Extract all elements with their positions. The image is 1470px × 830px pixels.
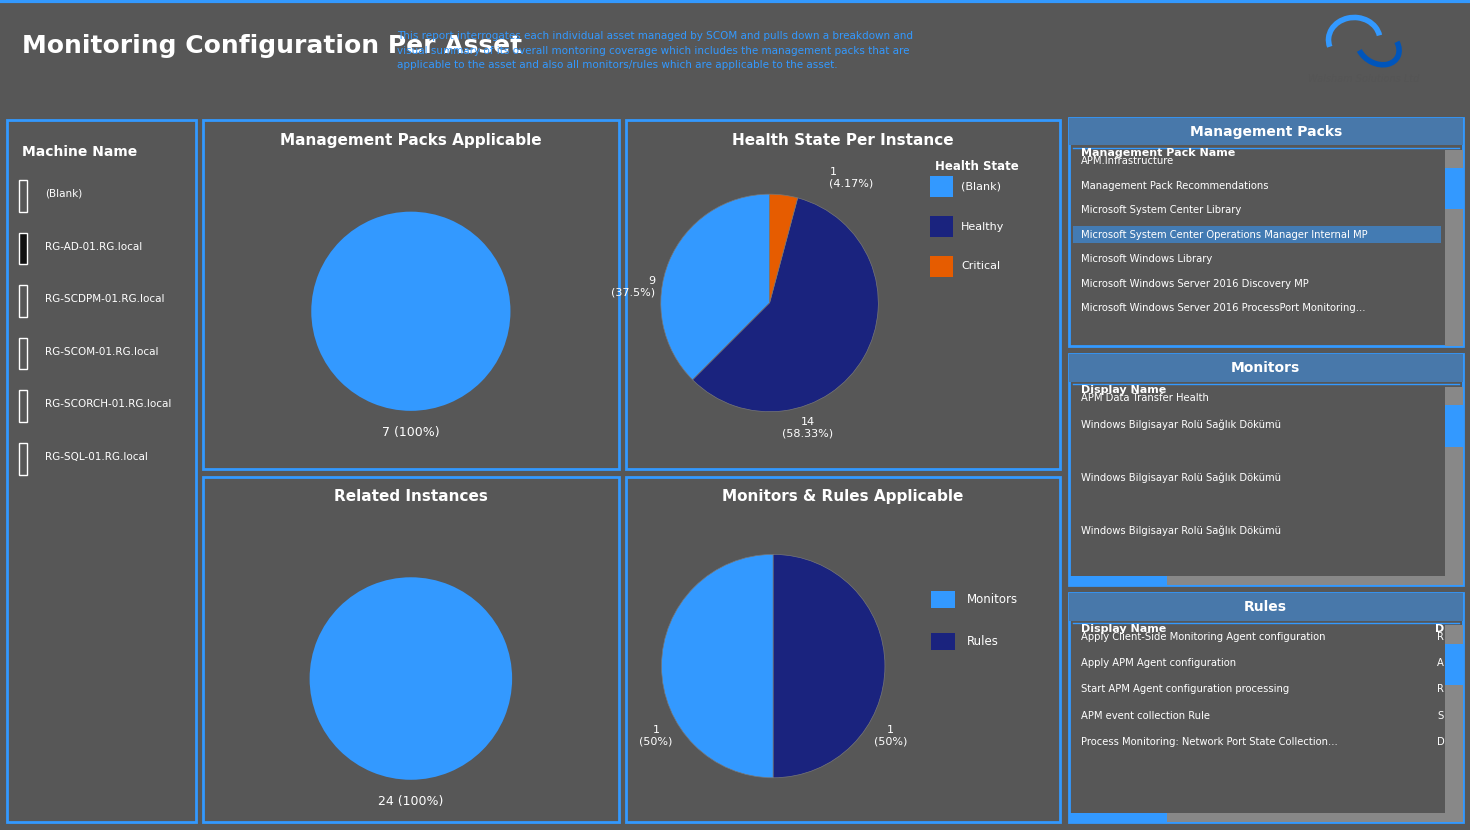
Text: Rules: Rules — [967, 635, 1000, 648]
Text: Monitors & Rules Applicable: Monitors & Rules Applicable — [722, 490, 964, 505]
Text: Windows Bilgisayar Rolü Sağlık Dökümü: Windows Bilgisayar Rolü Sağlık Dökümü — [1080, 419, 1280, 430]
Text: S: S — [1438, 710, 1444, 720]
Text: Display Name: Display Name — [1080, 385, 1166, 395]
Text: RG-SCORCH-01.RG.local: RG-SCORCH-01.RG.local — [46, 399, 172, 409]
Text: A: A — [1438, 658, 1444, 668]
Text: Monitors: Monitors — [1230, 361, 1301, 375]
FancyBboxPatch shape — [1445, 149, 1463, 346]
Text: Management Pack Name: Management Pack Name — [1080, 149, 1235, 159]
Wedge shape — [662, 554, 773, 778]
Text: Microsoft Windows Library: Microsoft Windows Library — [1080, 254, 1211, 265]
Text: 1
(50%): 1 (50%) — [639, 725, 673, 746]
Wedge shape — [773, 554, 885, 778]
Wedge shape — [770, 194, 798, 303]
Text: Start APM Agent configuration processing: Start APM Agent configuration processing — [1080, 684, 1289, 695]
FancyBboxPatch shape — [1069, 593, 1463, 621]
FancyBboxPatch shape — [1069, 118, 1463, 145]
FancyBboxPatch shape — [1069, 576, 1445, 585]
Text: Microsoft System Center Operations Manager Internal MP: Microsoft System Center Operations Manag… — [1080, 230, 1367, 240]
Text: Related Instances: Related Instances — [334, 490, 488, 505]
Text: Health State Per Instance: Health State Per Instance — [732, 133, 954, 148]
Text: Rules: Rules — [1244, 600, 1288, 614]
Text: R: R — [1438, 684, 1444, 695]
FancyBboxPatch shape — [1069, 813, 1445, 822]
Text: Display Name: Display Name — [1080, 624, 1166, 634]
Text: Process Monitoring: Network Port State Collection...: Process Monitoring: Network Port State C… — [1080, 737, 1338, 747]
FancyBboxPatch shape — [1073, 226, 1441, 243]
FancyBboxPatch shape — [1069, 354, 1463, 382]
FancyBboxPatch shape — [1069, 813, 1167, 822]
Text: 1
(4.17%): 1 (4.17%) — [829, 167, 873, 188]
Text: Microsoft Windows Server 2016 ProcessPort Monitoring...: Microsoft Windows Server 2016 ProcessPor… — [1080, 304, 1366, 314]
Text: Management Pack Recommendations: Management Pack Recommendations — [1080, 181, 1269, 191]
Text: (Blank): (Blank) — [961, 182, 1001, 192]
FancyBboxPatch shape — [19, 232, 26, 264]
Text: Health State: Health State — [935, 160, 1019, 173]
Text: D: D — [1438, 737, 1445, 747]
Text: Monitors: Monitors — [967, 593, 1019, 606]
Text: Windows Bilgisayar Rolü Sağlık Dökümü: Windows Bilgisayar Rolü Sağlık Dökümü — [1080, 525, 1280, 536]
Text: RG-AD-01.RG.local: RG-AD-01.RG.local — [46, 242, 143, 251]
FancyBboxPatch shape — [1445, 626, 1463, 822]
Text: This report interrogates each individual asset managed by SCOM and pulls down a : This report interrogates each individual… — [397, 31, 913, 71]
Text: 14
(58.33%): 14 (58.33%) — [782, 417, 833, 439]
Text: Management Packs Applicable: Management Packs Applicable — [281, 133, 541, 148]
Text: Microsoft System Center Library: Microsoft System Center Library — [1080, 205, 1241, 215]
Text: APM.Infrastructure: APM.Infrastructure — [1080, 156, 1173, 166]
Text: APM Data Transfer Health: APM Data Transfer Health — [1080, 393, 1208, 403]
FancyBboxPatch shape — [931, 256, 953, 277]
FancyBboxPatch shape — [931, 216, 953, 237]
Text: Monitoring Configuration Per Asset: Monitoring Configuration Per Asset — [22, 33, 522, 57]
Text: Management Packs: Management Packs — [1189, 124, 1342, 139]
Text: RG-SQL-01.RG.local: RG-SQL-01.RG.local — [46, 452, 148, 462]
Text: R: R — [1438, 632, 1444, 642]
FancyBboxPatch shape — [931, 176, 953, 198]
Wedge shape — [692, 198, 878, 412]
FancyBboxPatch shape — [1445, 387, 1463, 585]
Text: RG-SCDPM-01.RG.local: RG-SCDPM-01.RG.local — [46, 294, 165, 304]
Text: Apply Client-Side Monitoring Agent configuration: Apply Client-Side Monitoring Agent confi… — [1080, 632, 1324, 642]
Text: 7 (100%): 7 (100%) — [382, 426, 440, 439]
Text: Healthy: Healthy — [961, 222, 1004, 232]
Text: Windows Bilgisayar Rolü Sağlık Dökümü: Windows Bilgisayar Rolü Sağlık Dökümü — [1080, 472, 1280, 483]
Text: RG-SCOM-01.RG.local: RG-SCOM-01.RG.local — [46, 347, 159, 357]
FancyBboxPatch shape — [1445, 644, 1463, 685]
Text: APM event collection Rule: APM event collection Rule — [1080, 710, 1210, 720]
Text: 24 (100%): 24 (100%) — [378, 795, 444, 808]
FancyBboxPatch shape — [1445, 405, 1463, 447]
FancyBboxPatch shape — [1445, 168, 1463, 209]
Wedge shape — [662, 194, 770, 380]
Text: Walsham Solutions Ltd: Walsham Solutions Ltd — [1308, 75, 1419, 85]
Text: D: D — [1435, 624, 1445, 634]
Wedge shape — [310, 578, 512, 780]
Text: Microsoft Windows Server 2016 Discovery MP: Microsoft Windows Server 2016 Discovery … — [1080, 279, 1308, 289]
Text: Apply APM Agent configuration: Apply APM Agent configuration — [1080, 658, 1236, 668]
FancyBboxPatch shape — [1069, 576, 1167, 585]
FancyBboxPatch shape — [931, 633, 956, 651]
Text: Machine Name: Machine Name — [22, 145, 138, 159]
Text: Critical: Critical — [961, 261, 1000, 271]
Wedge shape — [312, 212, 510, 411]
Text: 1
(50%): 1 (50%) — [873, 725, 907, 746]
FancyBboxPatch shape — [931, 591, 956, 608]
Text: 9
(37.5%): 9 (37.5%) — [612, 276, 656, 297]
Text: (Blank): (Blank) — [46, 189, 82, 199]
